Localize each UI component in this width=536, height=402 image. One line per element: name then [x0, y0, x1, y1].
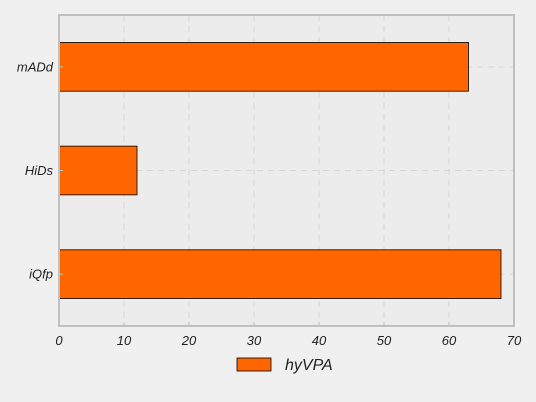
legend-swatch	[236, 357, 272, 372]
bar-HiDs	[58, 145, 138, 196]
x-axis-ticks: 0 10 20 30 40 50 60 70	[55, 322, 522, 348]
x-tick-label: 0	[55, 333, 63, 348]
x-tick-label: 50	[377, 333, 392, 348]
legend: hyVPA	[236, 357, 333, 374]
x-tick-label: 40	[312, 333, 327, 348]
x-tick-label: 10	[117, 333, 132, 348]
x-tick-label: 70	[507, 333, 522, 348]
y-tick-label: iQfp	[29, 267, 53, 282]
bar-mADd	[58, 42, 469, 92]
bars	[58, 42, 502, 299]
x-tick-label: 20	[181, 333, 197, 348]
y-axis-ticks: mADd HiDs iQfp	[17, 59, 63, 282]
x-tick-label: 30	[247, 333, 262, 348]
y-tick-label: mADd	[17, 59, 54, 74]
x-tick-label: 60	[442, 333, 457, 348]
legend-label: hyVPA	[285, 357, 333, 374]
bar-iQfp	[58, 249, 502, 299]
y-tick-label: HiDs	[25, 163, 54, 178]
